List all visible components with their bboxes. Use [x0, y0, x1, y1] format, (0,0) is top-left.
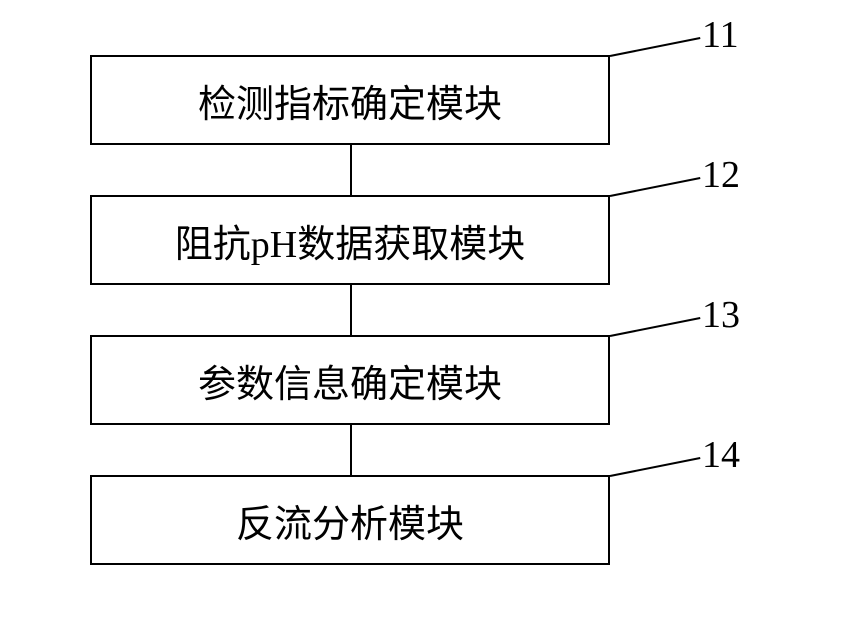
connector-line — [350, 425, 352, 475]
flow-box-number: 13 — [702, 293, 740, 337]
flow-box: 检测指标确定模块 — [90, 55, 610, 145]
connector-line — [350, 285, 352, 335]
flow-box: 反流分析模块 — [90, 475, 610, 565]
leader-line — [610, 37, 700, 57]
flow-box-number: 12 — [702, 153, 740, 197]
flow-box: 阻抗pH数据获取模块 — [90, 195, 610, 285]
flow-box-label: 参数信息确定模块 — [198, 353, 502, 408]
connector-line — [350, 145, 352, 195]
flow-box-number: 14 — [702, 433, 740, 477]
leader-line — [610, 317, 700, 337]
flow-box-label: 阻抗pH数据获取模块 — [175, 213, 525, 268]
flow-box-number: 11 — [702, 13, 739, 57]
leader-line — [610, 457, 700, 477]
flow-box-label: 反流分析模块 — [236, 493, 464, 548]
leader-line — [610, 177, 700, 197]
flow-box: 参数信息确定模块 — [90, 335, 610, 425]
flow-box-label: 检测指标确定模块 — [198, 73, 502, 128]
